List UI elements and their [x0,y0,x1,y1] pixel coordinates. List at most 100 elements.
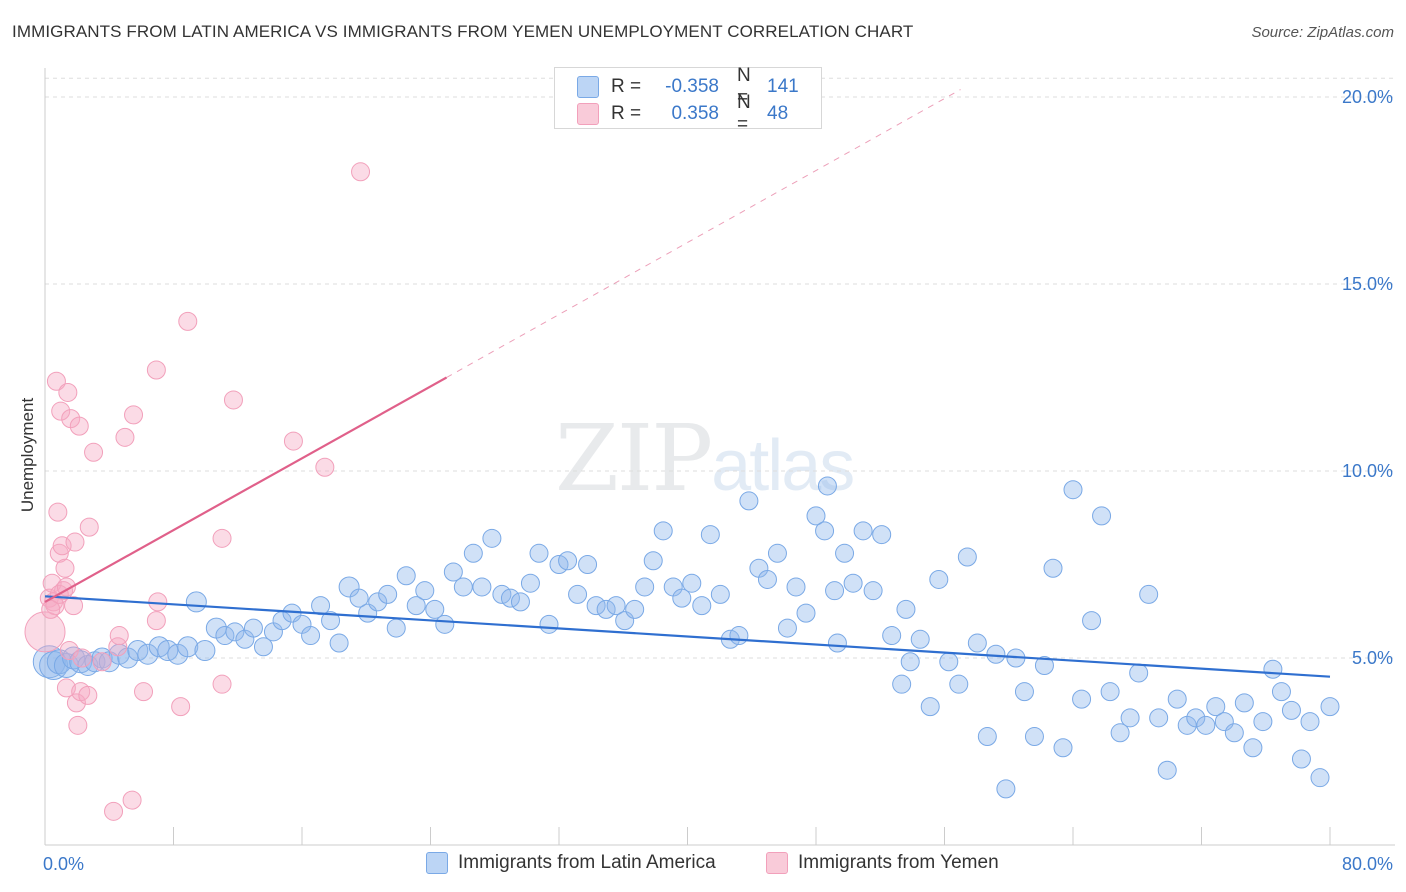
point-latin-america [1014,682,1034,702]
point-yemen [79,517,99,537]
point-yemen [68,715,88,735]
point-latin-america [1271,682,1291,702]
legend-n-label: N = [737,65,751,108]
point-yemen [41,599,61,619]
point-latin-america [653,521,673,541]
point-yemen [51,401,71,421]
point-latin-america [1224,723,1244,743]
x-tick-label-max: 80.0% [1342,854,1393,874]
point-latin-america [301,626,321,646]
point-yemen [69,416,89,436]
point-latin-america [1024,727,1044,747]
watermark-atlas: atlas [711,426,855,506]
point-latin-america [500,588,520,608]
legend-swatch-yemen [766,852,788,874]
point-latin-america [225,622,245,642]
legend-swatch-yemen [577,103,599,125]
point-latin-america [1196,715,1216,735]
point-latin-america [137,643,159,665]
point-latin-america [1281,700,1301,720]
point-latin-america [806,506,826,526]
point-latin-america [243,618,263,638]
point-latin-america [1234,693,1254,713]
point-yemen [122,790,142,810]
point-yemen [49,543,69,563]
point-yemen [52,536,72,556]
point-latin-america [1092,506,1112,526]
legend-swatch-latin [577,76,599,98]
point-latin-america [463,543,483,563]
series-latin-america-points [32,476,1340,799]
point-latin-america [520,573,540,593]
point-latin-america [692,596,712,616]
y-tick-label: 10.0% [1342,461,1393,481]
point-yemen [351,162,371,182]
point-yemen [104,801,124,821]
point-yemen [146,611,166,631]
point-latin-america [967,633,987,653]
legend-n-value: 141 [767,76,799,97]
point-latin-america [1263,659,1283,679]
point-yemen [48,502,68,522]
point-latin-america [1167,689,1187,709]
point-yemen [134,682,154,702]
trend-line-latin-america [44,595,1331,678]
point-latin-america [1129,663,1149,683]
point-latin-america [1110,723,1130,743]
point-latin-america [710,584,730,604]
point-latin-america [920,697,940,717]
point-yemen [56,678,76,698]
point-latin-america [378,584,398,604]
legend-r-label: R = [611,103,642,124]
legend-item-latin[interactable]: Immigrants from Latin America [426,852,716,874]
point-latin-america [910,629,930,649]
point-yemen [65,532,85,552]
correlation-legend: R = -0.358 N = 141 R = 0.358 N = 48 [554,65,822,135]
chart-title: IMMIGRANTS FROM LATIN AMERICA VS IMMIGRA… [12,22,914,41]
legend-row-latin: R = -0.358 N = 141 [577,65,807,108]
point-latin-america [472,577,492,597]
point-latin-america [957,547,977,567]
point-latin-america [635,577,655,597]
point-latin-america [177,636,199,658]
point-latin-america [1186,708,1206,728]
legend-label-latin: Immigrants from Latin America [458,852,716,873]
point-latin-america [672,588,692,608]
point-latin-america [896,599,916,619]
point-yemen [124,405,144,425]
point-latin-america [872,525,892,545]
point-latin-america [835,543,855,563]
point-latin-america [194,640,216,662]
y-tick-label: 5.0% [1352,648,1393,668]
point-yemen [72,648,92,668]
point-latin-america [185,591,207,613]
point-latin-america [338,576,360,598]
point-latin-america [767,543,787,563]
point-latin-america [415,581,435,601]
point-latin-america [539,614,559,634]
point-yemen [24,611,66,653]
point-latin-america [949,674,969,694]
point-latin-america [435,614,455,634]
tick-labels: 5.0% 10.0% 15.0% 20.0% 0.0% 80.0% [43,87,1393,874]
point-yemen [171,697,191,717]
legend-r-label: R = [611,76,642,97]
legend-item-yemen[interactable]: Immigrants from Yemen [766,852,999,874]
point-latin-america [1157,760,1177,780]
source-label: Source: ZipAtlas.com [1251,24,1394,41]
point-latin-america [1100,682,1120,702]
point-latin-america [510,592,530,612]
point-latin-america [1310,768,1330,788]
legend-swatch-latin [426,852,448,874]
point-latin-america [853,521,873,541]
point-latin-america [1320,697,1340,717]
point-latin-america [1082,611,1102,631]
point-yemen [78,685,98,705]
point-latin-america [986,644,1006,664]
point-latin-america [700,525,720,545]
point-yemen [315,457,335,477]
point-latin-america [1120,708,1140,728]
point-latin-america [606,596,626,616]
point-latin-america [558,551,578,571]
